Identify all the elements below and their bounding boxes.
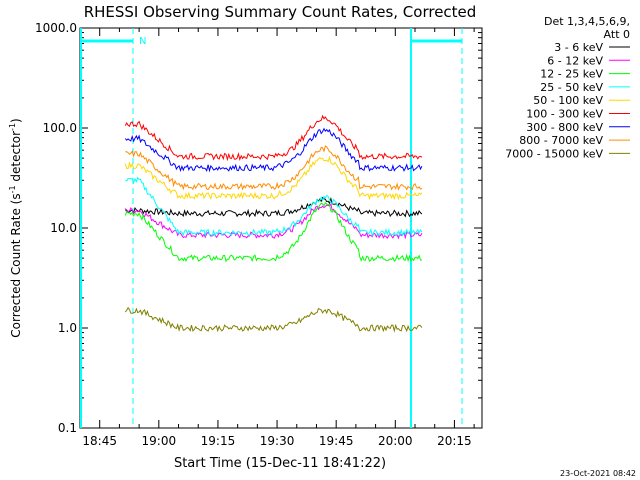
- x-axis: 18:45 19:00 19:15 19:30 19:45 20:00 20:15: [79, 28, 475, 448]
- series-line-4: [124, 155, 423, 201]
- y-tick-label: 10.0: [50, 221, 77, 235]
- y-label-main: Corrected Count Rate (s: [9, 193, 23, 337]
- legend-label-1: 6 - 12 keV: [547, 54, 603, 67]
- y-tick-label: 0.1: [58, 421, 77, 435]
- y-label-mid: detector: [9, 131, 23, 186]
- y-label-end: ): [9, 118, 23, 123]
- x-tick-label: 19:45: [319, 434, 354, 448]
- night-marker-label: N: [139, 36, 146, 47]
- legend-label-7: 800 - 7000 keV: [519, 134, 603, 147]
- x-tick-label: 19:30: [260, 434, 295, 448]
- y-label-sup1: -1: [8, 185, 17, 193]
- y-tick-label: 1000.0: [35, 21, 77, 35]
- x-tick-label: 20:15: [437, 434, 472, 448]
- legend-label-6: 300 - 800 keV: [526, 121, 603, 134]
- series-line-2: [124, 201, 422, 263]
- series-line-3: [125, 176, 423, 238]
- y-tick-label: 100.0: [43, 121, 77, 135]
- footer-date: 23-Oct-2021 08:42: [560, 469, 636, 478]
- legend-label-8: 7000 - 15000 keV: [505, 147, 603, 160]
- overlay-markers: N: [80, 28, 463, 428]
- legend-label-3: 25 - 50 keV: [540, 81, 603, 94]
- plot-frame: [79, 27, 483, 429]
- legend-label-0: 3 - 6 keV: [554, 41, 603, 54]
- legend-label-5: 100 - 300 keV: [526, 108, 603, 121]
- y-axis: 0.1 1.0 10.0 100.0 1000.0: [35, 21, 482, 435]
- series-line-8: [124, 306, 423, 333]
- x-axis-label: Start Time (15-Dec-11 18:41:22): [174, 456, 386, 471]
- y-label-sup2: -1: [8, 123, 17, 131]
- legend-header-1: Det 1,3,4,5,6,9,: [544, 15, 630, 28]
- x-tick-label: 19:00: [142, 434, 177, 448]
- legend-header-2: Att 0: [604, 28, 630, 41]
- x-tick-label: 19:15: [201, 434, 236, 448]
- x-tick-label: 20:00: [378, 434, 413, 448]
- y-axis-label: Corrected Count Rate (s-1 detector-1): [8, 118, 23, 337]
- series-line-7: [125, 145, 423, 191]
- legend-label-4: 50 - 100 keV: [533, 94, 603, 107]
- series-layer: [124, 114, 423, 333]
- legend-label-2: 12 - 25 keV: [540, 68, 603, 81]
- x-tick-label: 18:45: [82, 434, 117, 448]
- series-line-1: [124, 203, 423, 240]
- chart-title: RHESSI Observing Summary Count Rates, Co…: [84, 3, 477, 21]
- series-line-5: [124, 114, 423, 162]
- series-line-6: [124, 127, 423, 173]
- y-tick-label: 1.0: [58, 321, 77, 335]
- series-line-0: [125, 196, 423, 218]
